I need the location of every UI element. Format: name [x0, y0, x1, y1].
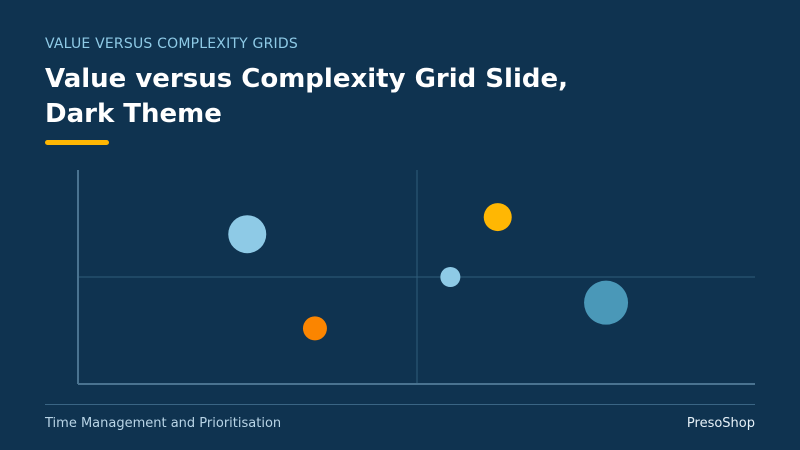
bubble — [584, 280, 629, 325]
eyebrow: VALUE VERSUS COMPLEXITY GRIDS — [45, 36, 298, 52]
bubble — [302, 316, 327, 341]
accent-bar — [45, 140, 109, 145]
footer-left: Time Management and Prioritisation — [45, 416, 282, 431]
bubble — [483, 203, 512, 232]
slide-title: Value versus Complexity Grid Slide, Dark… — [45, 64, 568, 129]
bubble — [440, 267, 461, 287]
footer-rule — [45, 404, 755, 405]
footer-right: PresoShop — [686, 416, 755, 431]
bubble — [228, 215, 267, 254]
